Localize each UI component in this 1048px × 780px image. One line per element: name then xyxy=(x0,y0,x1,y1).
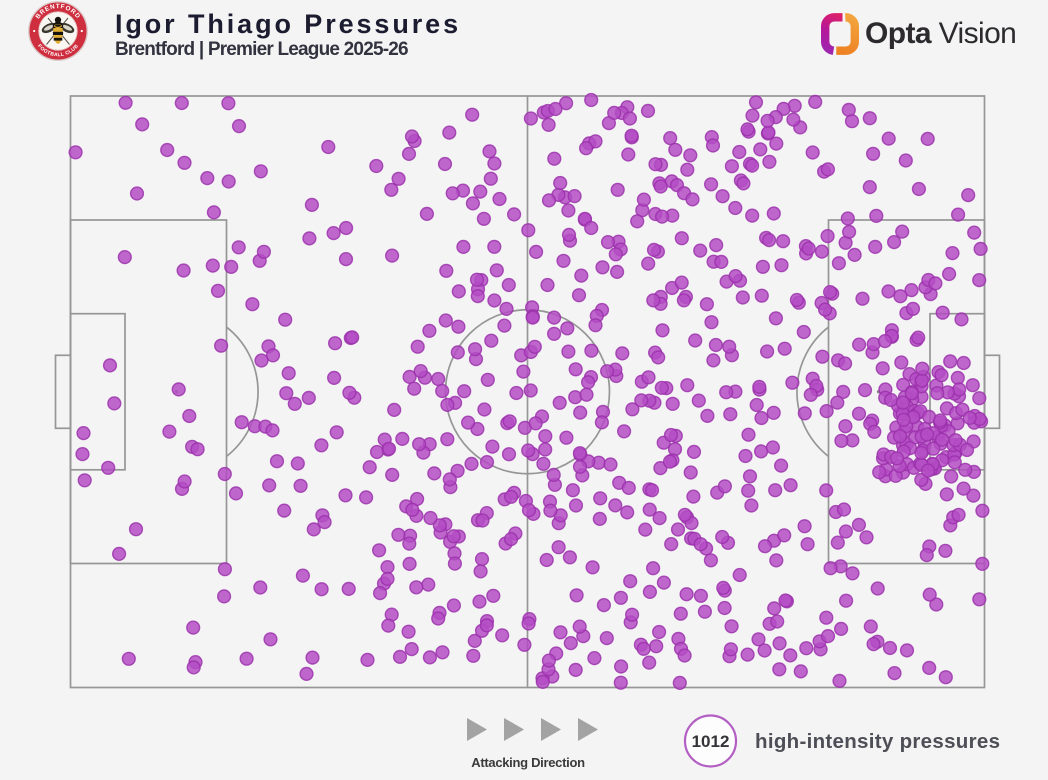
svg-text:1012: 1012 xyxy=(692,732,730,751)
